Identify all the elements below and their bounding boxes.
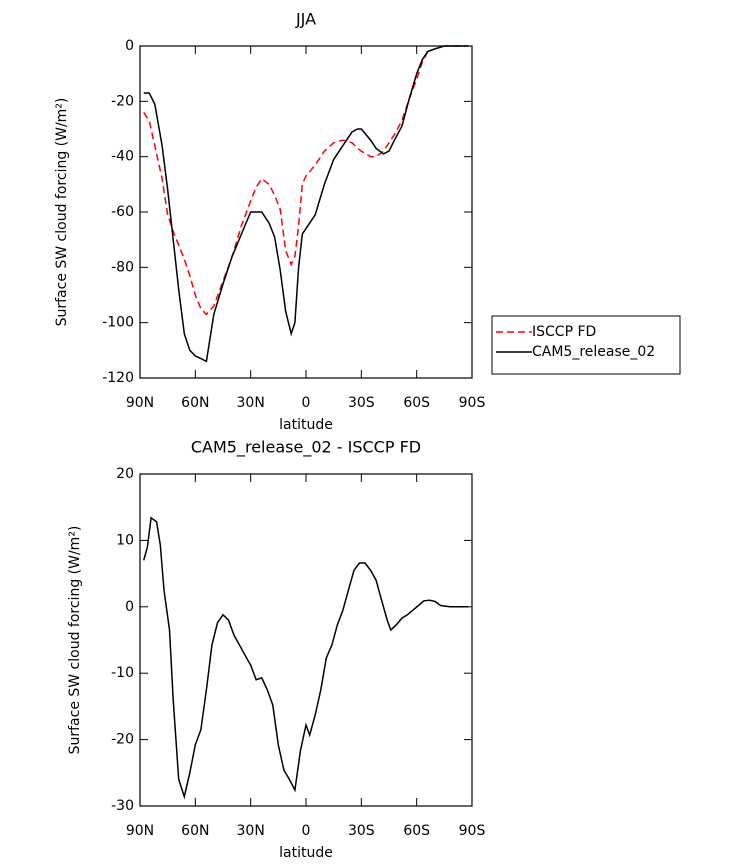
chart-title: JJA [295, 10, 316, 29]
y-axis-label: Surface SW cloud forcing (W/m²) [67, 526, 83, 755]
y-tick-label: -20 [111, 93, 134, 109]
data-line [143, 45, 469, 316]
y-axis-label: Surface SW cloud forcing (W/m²) [54, 98, 70, 327]
legend-label: ISCCP FD [532, 324, 596, 340]
x-tick-label: 0 [302, 823, 311, 839]
chart-title: CAM5_release_02 - ISCCP FD [191, 438, 421, 458]
y-tick-label: -120 [102, 370, 134, 386]
y-tick-label: 0 [125, 38, 134, 54]
y-tick-label: 10 [116, 532, 134, 548]
x-tick-label: 60S [403, 395, 430, 411]
plot-frame [139, 473, 473, 807]
data-line [142, 516, 469, 800]
x-tick-label: 0 [302, 395, 311, 411]
x-tick-label: 60S [403, 823, 430, 839]
y-tick-label: -20 [111, 732, 134, 748]
x-tick-label: 30N [237, 823, 265, 839]
y-tick-label: 20 [116, 466, 134, 482]
x-tick-label: 90S [459, 395, 486, 411]
x-tick-label: 60N [181, 823, 209, 839]
x-tick-label: 90N [126, 395, 154, 411]
y-tick-label: -10 [111, 665, 134, 681]
x-tick-label: 90N [126, 823, 154, 839]
y-tick-label: -80 [111, 259, 134, 275]
y-tick-label: -40 [111, 149, 134, 165]
x-tick-label: 30N [237, 395, 265, 411]
y-tick-label: 0 [125, 599, 134, 615]
legend-box [491, 315, 681, 375]
plot-frame [139, 45, 473, 379]
x-axis-label: latitude [279, 845, 333, 861]
x-tick-label: 90S [459, 823, 486, 839]
data-line [143, 45, 469, 363]
x-tick-label: 30S [348, 823, 375, 839]
y-tick-label: -100 [102, 315, 134, 331]
y-tick-label: -30 [111, 798, 134, 814]
x-tick-label: 30S [348, 395, 375, 411]
y-tick-label: -60 [111, 204, 134, 220]
x-tick-label: 60N [181, 395, 209, 411]
legend-label: CAM5_release_02 [532, 344, 655, 360]
x-axis-label: latitude [279, 417, 333, 433]
